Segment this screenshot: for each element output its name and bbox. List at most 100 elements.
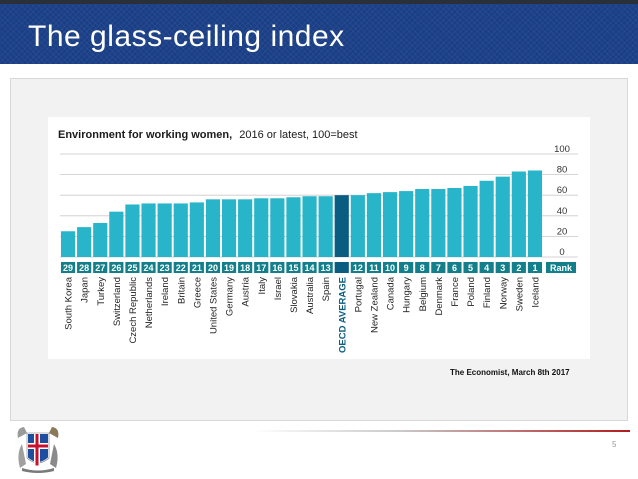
- bar: [302, 196, 317, 257]
- rank-box: [254, 262, 269, 273]
- rank-box: [270, 262, 285, 273]
- rank-label: 9: [404, 263, 409, 273]
- rank-box: [205, 262, 221, 273]
- bar: [270, 198, 285, 257]
- rank-box: [527, 262, 543, 273]
- y-tick-label: 80: [557, 165, 568, 176]
- rank-label: 5: [468, 263, 473, 273]
- rank-box: [109, 262, 124, 273]
- x-tick-label: Denmark: [434, 277, 445, 316]
- rank-box: [415, 262, 430, 273]
- bar: [463, 185, 478, 257]
- y-tick-label: 40: [557, 206, 568, 217]
- x-tick-label: Australia: [305, 276, 316, 314]
- x-tick-label: Norway: [498, 277, 509, 309]
- bar-chart: Environment for working women, 2016 or l…: [58, 129, 578, 353]
- rank-box: [350, 262, 365, 273]
- rank-label: 4: [484, 263, 489, 273]
- rank-box: [431, 262, 446, 273]
- bar: [77, 227, 92, 257]
- rank-header-box: [546, 262, 576, 273]
- x-tick-label: Japan: [80, 277, 91, 303]
- chart-container: Environment for working women, 2016 or l…: [48, 117, 590, 359]
- rank-label: 17: [256, 263, 266, 273]
- x-tick-label: France: [450, 277, 461, 307]
- x-tick-label: New Zealand: [369, 277, 380, 333]
- rank-box: [399, 262, 414, 273]
- rank-box: [189, 262, 204, 273]
- rank-label: 24: [144, 263, 154, 273]
- rank-box: [157, 262, 172, 273]
- rank-box: [125, 262, 140, 273]
- x-tick-label: Poland: [466, 277, 477, 307]
- rank-label: 27: [95, 263, 105, 273]
- bar: [318, 196, 333, 257]
- bar: [141, 203, 156, 257]
- rank-label: 3: [500, 263, 505, 273]
- x-tick-label: Hungary: [402, 277, 413, 313]
- chart-title-text: Environment for working women,: [58, 129, 232, 141]
- x-tick-label: Switzerland: [112, 277, 123, 326]
- bar: [286, 197, 301, 257]
- bar: [399, 191, 414, 257]
- bar: [511, 171, 526, 257]
- x-tick-label: Ireland: [160, 277, 171, 306]
- rank-box: [382, 262, 398, 273]
- bar: [173, 203, 188, 257]
- x-tick-label: OECD AVERAGE: [337, 277, 348, 353]
- x-tick-label: Czech Republic: [128, 277, 139, 344]
- bars: [60, 170, 543, 257]
- x-tick-label: Turkey: [96, 277, 107, 306]
- rank-box: [221, 262, 237, 273]
- bar: [495, 176, 510, 257]
- bar: [109, 211, 124, 257]
- rank-label: 26: [111, 263, 121, 273]
- rank-label: 20: [208, 263, 218, 273]
- rank-box: [463, 262, 478, 273]
- rank-label: 23: [160, 263, 170, 273]
- x-tick-label: Belgium: [418, 277, 429, 311]
- rank-label: 18: [240, 263, 250, 273]
- x-tick-label: South Korea: [64, 276, 75, 330]
- bar: [93, 223, 108, 257]
- y-tick-label: 0: [559, 247, 564, 258]
- x-tick-label: United States: [208, 277, 219, 334]
- bar: [205, 199, 221, 257]
- rank-header-label: Rank: [550, 263, 573, 273]
- rank-label: 6: [452, 263, 457, 273]
- rank-box: [60, 262, 76, 273]
- x-tick-label: Iceland: [530, 277, 541, 308]
- rank-boxes: 29 28 27 26 25 24 23 22 21 20 19 18 17 16 15 14 13 12 11 10…: [60, 262, 576, 273]
- title-bar: The glass-ceiling index: [0, 0, 638, 64]
- rank-label: 15: [288, 263, 298, 273]
- rank-label: 29: [63, 263, 73, 273]
- bar: [366, 193, 382, 257]
- iceland-coat-of-arms-icon: [17, 427, 59, 473]
- footer-rule: [250, 430, 630, 432]
- bar: [157, 203, 172, 257]
- y-tick-label: 100: [554, 144, 570, 155]
- bar: [350, 195, 365, 257]
- rank-label: 25: [127, 263, 137, 273]
- bar: [415, 189, 430, 257]
- rank-label: 21: [192, 263, 202, 273]
- x-tick-label: Portugal: [353, 277, 364, 312]
- rank-box: [495, 262, 510, 273]
- x-tick-label: Greece: [192, 277, 203, 308]
- x-tick-label: Italy: [257, 277, 268, 295]
- bar: [382, 192, 398, 257]
- rank-box: [479, 262, 494, 273]
- rank-box: [77, 262, 92, 273]
- bar: [60, 231, 76, 257]
- chart-title: Environment for working women, 2016 or l…: [58, 129, 358, 141]
- source-caption: The Economist, March 8th 2017: [450, 368, 570, 377]
- x-tick-label: Netherlands: [144, 277, 155, 328]
- rank-box: [366, 262, 382, 273]
- bar: [189, 202, 204, 257]
- bar: [527, 170, 543, 257]
- page-number: 5: [612, 440, 617, 449]
- x-tick-label: Israel: [273, 277, 284, 300]
- bar: [431, 189, 446, 257]
- rank-label: 7: [436, 263, 441, 273]
- y-tick-label: 20: [557, 226, 568, 237]
